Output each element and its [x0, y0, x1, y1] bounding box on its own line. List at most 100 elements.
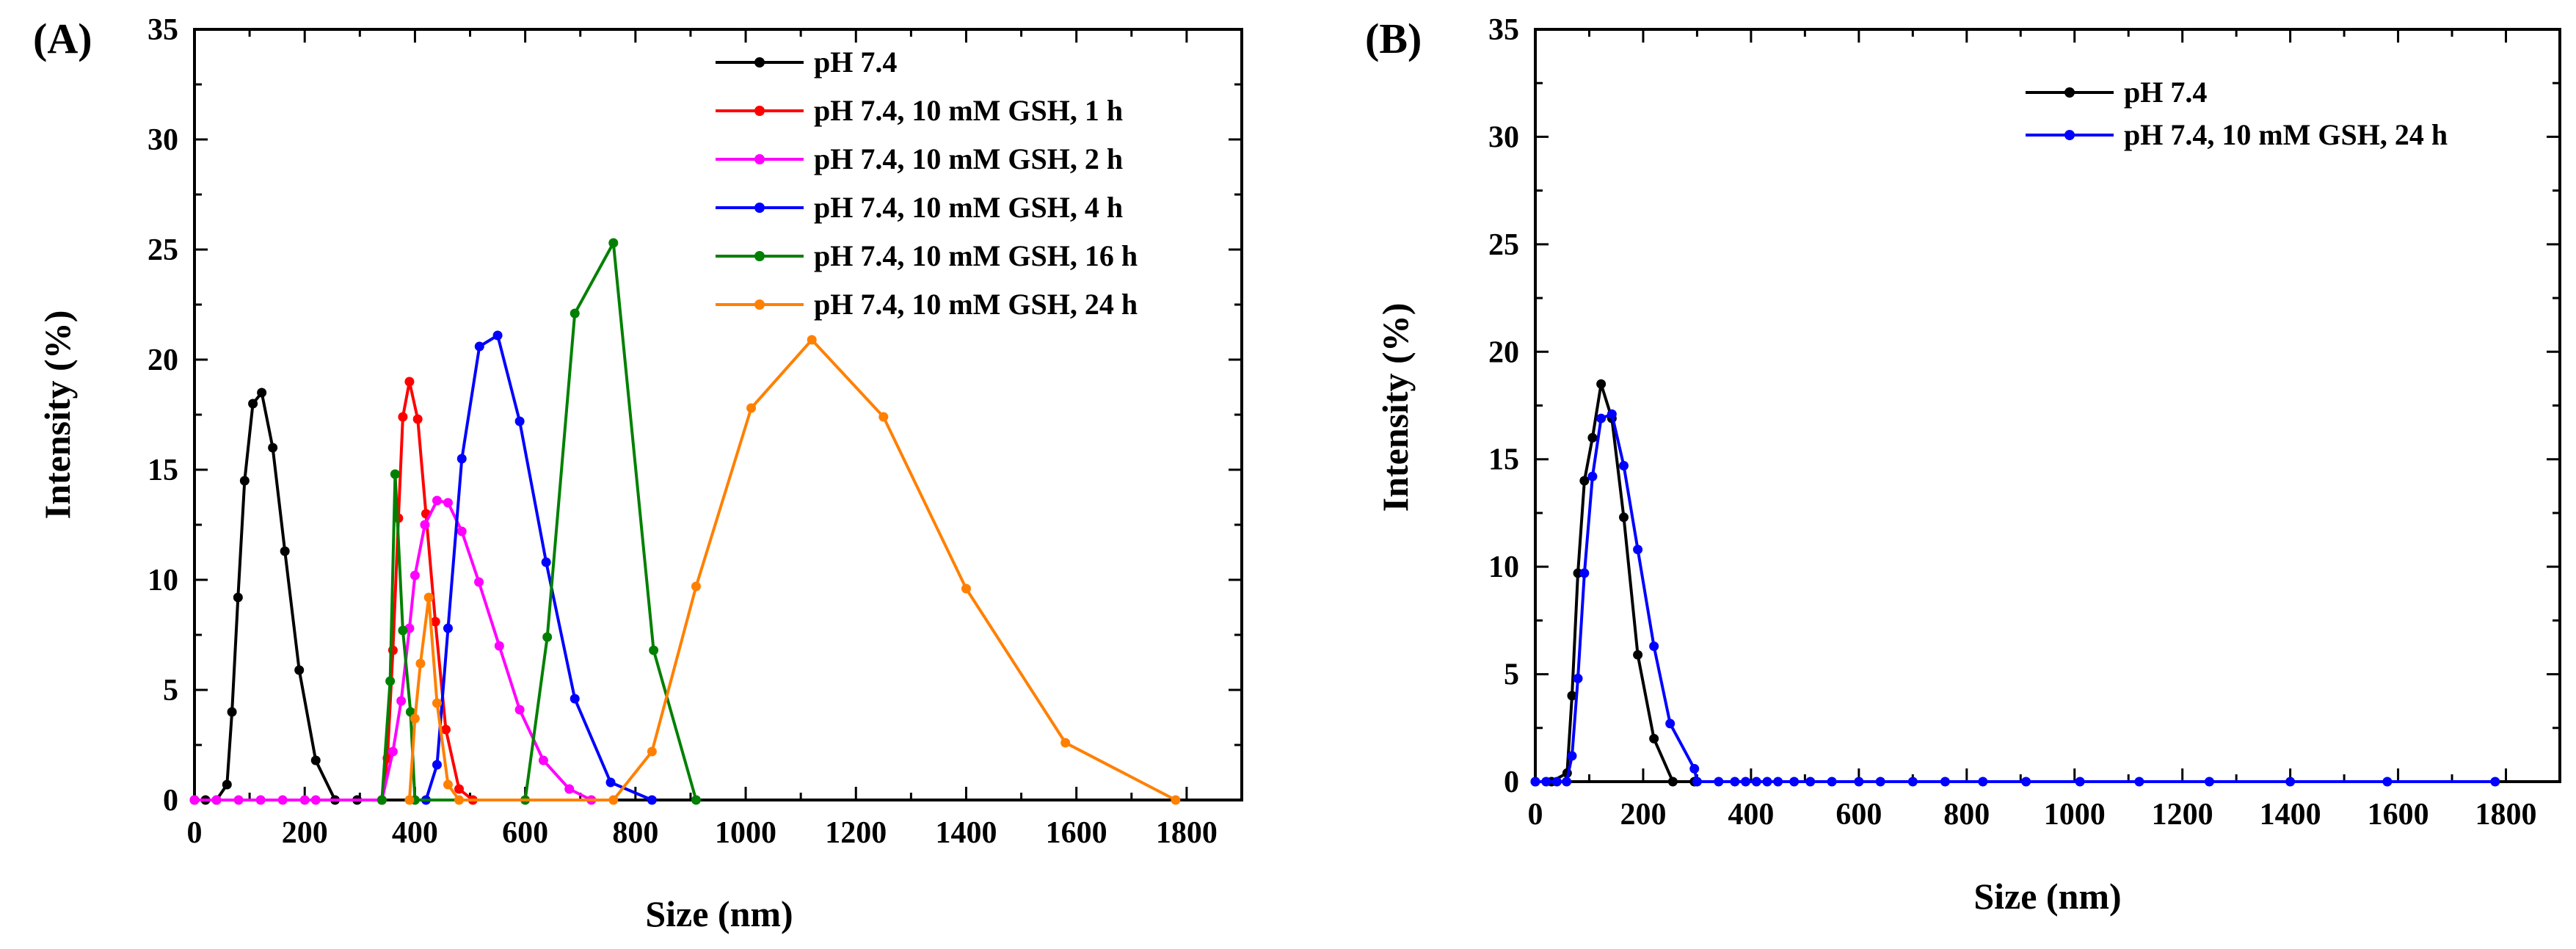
series-line: [407, 338, 1176, 801]
data-point: [1665, 719, 1676, 729]
data-point: [233, 592, 243, 603]
data-point: [1060, 738, 1071, 748]
y-tick-label: 0: [163, 784, 178, 818]
data-point: [474, 341, 484, 352]
x-tick-label: 1200: [825, 816, 887, 850]
y-axis-title: Intensity (%): [1375, 303, 1416, 512]
series-line: [424, 334, 653, 801]
data-point: [189, 795, 200, 805]
data-point: [430, 617, 440, 627]
legend-label: pH 7.4, 10 mM GSH, 24 h: [814, 288, 1138, 321]
data-point: [412, 414, 423, 424]
data-point: [1875, 777, 1885, 787]
data-point: [1649, 733, 1659, 743]
legend-marker: [2064, 87, 2075, 98]
data-point: [390, 469, 400, 479]
y-tick-label: 15: [148, 454, 178, 487]
data-point: [878, 412, 889, 422]
data-point: [398, 625, 408, 636]
data-point: [1567, 751, 1577, 761]
data-point: [1649, 641, 1659, 651]
data-point: [385, 676, 396, 686]
data-point: [443, 623, 453, 633]
data-point: [280, 546, 290, 556]
data-point: [514, 416, 525, 426]
data-point: [1762, 777, 1772, 787]
data-point: [1551, 777, 1562, 787]
y-tick-label: 0: [1504, 766, 1519, 799]
x-axis-title: Size (nm): [645, 893, 793, 934]
data-point: [541, 557, 551, 567]
series-1: [189, 388, 387, 805]
y-tick-label: 20: [1488, 335, 1519, 369]
data-point: [2021, 777, 2031, 787]
legend-marker: [754, 154, 765, 164]
y-tick-label: 5: [163, 674, 178, 708]
data-point: [605, 777, 616, 788]
data-point: [1618, 512, 1629, 523]
data-point: [570, 694, 580, 704]
y-tick-label: 30: [1488, 120, 1519, 154]
y-tick-label: 30: [148, 123, 178, 157]
data-point: [211, 795, 222, 805]
x-axis-title: Size (nm): [1973, 876, 2121, 917]
data-point: [440, 724, 451, 735]
data-point: [432, 698, 442, 708]
data-point: [454, 795, 465, 805]
data-point: [398, 412, 408, 422]
data-point: [1530, 777, 1540, 787]
x-tick-label: 1800: [1156, 816, 1218, 850]
legend-marker: [754, 203, 765, 213]
data-point: [746, 403, 757, 413]
data-point: [268, 443, 278, 453]
x-tick-label: 1600: [1046, 816, 1107, 850]
y-axis-title: Intensity (%): [37, 310, 78, 520]
data-point: [1689, 763, 1700, 774]
data-point: [542, 632, 553, 642]
data-point: [257, 388, 267, 398]
panel-label: (A): [33, 15, 92, 62]
data-point: [410, 713, 420, 724]
legend-label: pH 7.4: [2124, 76, 2207, 109]
series-6: [404, 335, 1181, 805]
data-point: [807, 335, 817, 345]
data-point: [608, 795, 619, 805]
data-point: [233, 795, 244, 805]
data-point: [239, 476, 250, 486]
x-tick-label: 200: [1620, 798, 1666, 832]
data-point: [564, 784, 575, 794]
data-point: [1618, 461, 1629, 470]
data-point: [1827, 777, 1837, 787]
data-point: [432, 495, 442, 506]
x-tick-label: 0: [1528, 798, 1543, 832]
series-line: [1535, 412, 2495, 783]
data-point: [647, 795, 657, 805]
data-point: [2134, 777, 2144, 787]
legend-marker: [2064, 130, 2075, 140]
data-point: [222, 779, 232, 790]
data-point: [1907, 777, 1918, 787]
data-point: [2075, 777, 2085, 787]
series-2: [1530, 409, 2500, 787]
panel-a: 0 200 400 600 800 1000 1200 1400 1600 1800 0 5 10 15 2…: [33, 13, 1243, 934]
data-point: [1633, 650, 1643, 660]
legend-label: pH 7.4: [814, 46, 897, 79]
y-tick-label: 20: [148, 343, 178, 377]
data-point: [691, 581, 701, 592]
legend: pH 7.4 pH 7.4, 10 mM GSH, 24 h: [2026, 76, 2448, 151]
x-tick-label: 1600: [2368, 798, 2429, 832]
legend: pH 7.4 pH 7.4, 10 mM GSH, 1 h pH 7.4, 10 m…: [716, 46, 1138, 321]
data-point: [1573, 673, 1583, 683]
data-point: [1692, 777, 1702, 787]
data-point: [454, 784, 465, 794]
x-tick-label: 600: [502, 816, 548, 850]
data-point: [1579, 568, 1590, 578]
y-tick-label: 35: [1488, 13, 1519, 47]
y-tick-label: 15: [1488, 443, 1519, 477]
data-point: [294, 665, 305, 675]
series-line: [1535, 382, 1695, 783]
data-point: [492, 330, 503, 341]
x-tick-label: 1400: [935, 816, 997, 850]
legend-label: pH 7.4, 10 mM GSH, 16 h: [814, 239, 1138, 272]
